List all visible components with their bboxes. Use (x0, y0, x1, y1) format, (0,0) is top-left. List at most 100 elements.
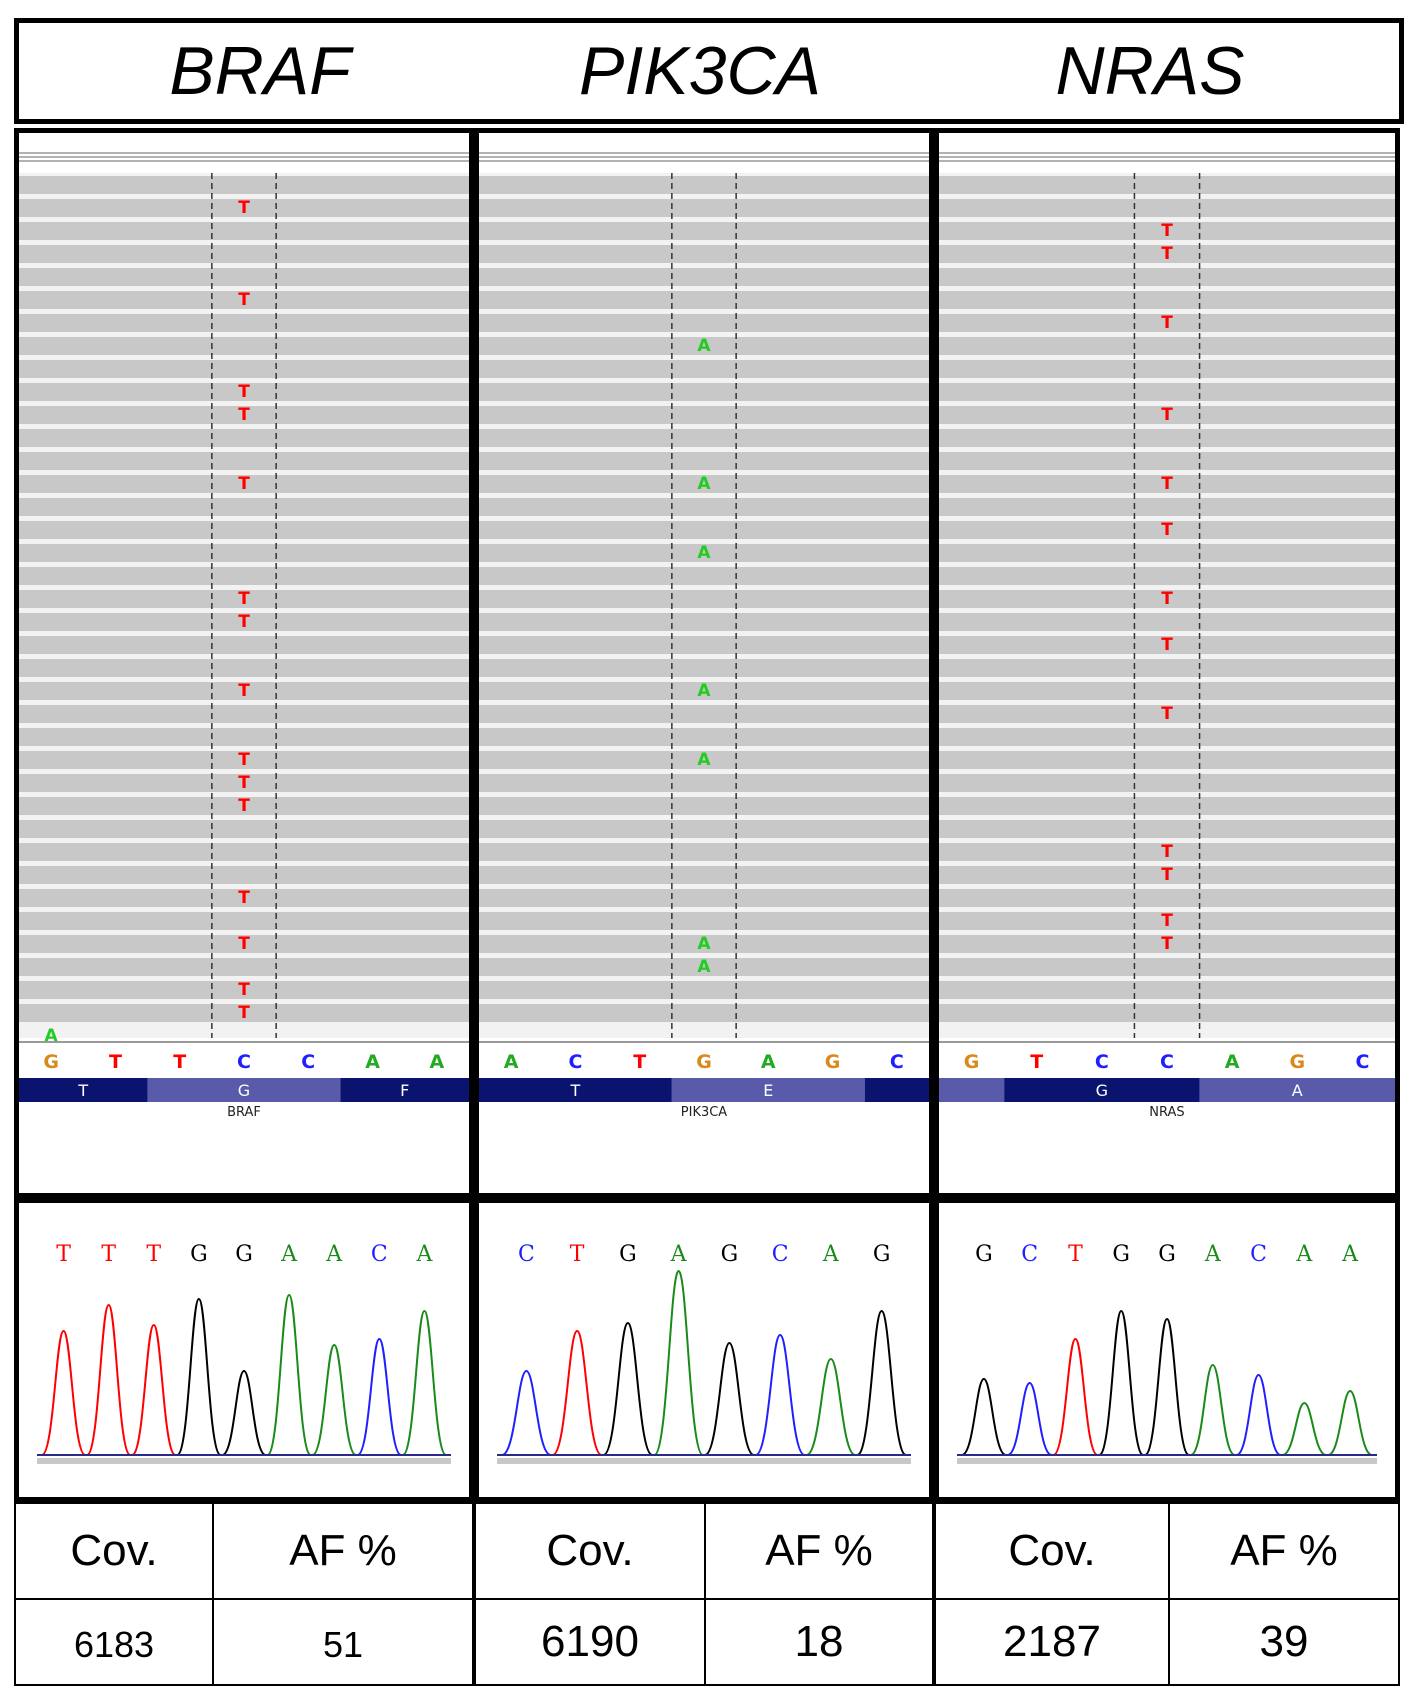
read-row (19, 567, 469, 585)
af-value: 18 (794, 1617, 844, 1666)
read-row (19, 981, 469, 999)
read-row (939, 958, 1395, 976)
trace-peak (131, 1323, 177, 1456)
read-row (479, 521, 929, 539)
trace-base: G (975, 1242, 993, 1267)
variant-base: A (697, 474, 711, 494)
trace-base: G (721, 1242, 739, 1267)
read-row (19, 452, 469, 470)
variant-base: T (238, 773, 250, 793)
gene-track-label: PIK3CA (681, 1105, 728, 1120)
amino-segment (19, 1078, 148, 1102)
read-row (939, 774, 1395, 792)
trace-base: A (1204, 1242, 1222, 1267)
amino-segment (1199, 1078, 1395, 1102)
trace-peak (961, 1377, 1007, 1456)
stats-table-pik3ca: Cov. AF % 6190 18 (474, 1502, 934, 1686)
trace-peak (86, 1303, 132, 1456)
read-row (939, 820, 1395, 838)
cov-header: Cov. (1008, 1526, 1096, 1575)
trace-peak (653, 1269, 704, 1456)
igv-panel-pik3ca: A A A A A A A A C T G A G C T E PIK3CA (474, 128, 934, 1198)
amino-segment (864, 1078, 929, 1102)
variant-base: T (1161, 635, 1173, 655)
read-row (479, 475, 929, 493)
ref-base: T (109, 1051, 122, 1073)
read-row (19, 751, 469, 769)
amino-segment (1004, 1078, 1200, 1102)
amino-segment (147, 1078, 341, 1102)
gene-title-pik3ca: PIK3CA (579, 33, 821, 109)
variant-base: T (1161, 704, 1173, 724)
read-row (939, 498, 1395, 516)
trace-base: A (1341, 1242, 1359, 1267)
ref-base: A (761, 1051, 776, 1073)
trace-base: G (235, 1242, 253, 1267)
read-row (19, 406, 469, 424)
amino-label: A (1292, 1081, 1303, 1100)
read-row (19, 337, 469, 355)
variant-base: T (238, 1003, 250, 1023)
trace-peak (1007, 1381, 1053, 1456)
read-row (939, 429, 1395, 447)
variant-base: T (238, 405, 250, 425)
trace-base: C (518, 1242, 535, 1267)
gene-track-label: BRAF (227, 1105, 261, 1120)
trace-peak (1144, 1317, 1190, 1456)
af-header: AF % (1230, 1526, 1338, 1575)
amino-label: E (763, 1081, 773, 1100)
trace-base: C (1250, 1242, 1267, 1267)
read-row (19, 866, 469, 884)
read-row (939, 889, 1395, 907)
ref-base: C (1095, 1051, 1109, 1073)
read-row (19, 705, 469, 723)
variant-base: T (238, 382, 250, 402)
trace-base: T (570, 1242, 585, 1267)
variant-base: A (697, 543, 711, 563)
read-row (939, 337, 1395, 355)
trace-peak (266, 1293, 312, 1456)
variant-base: T (1161, 221, 1173, 241)
trace-peak (1236, 1373, 1282, 1456)
read-row (939, 291, 1395, 309)
read-row (939, 981, 1395, 999)
read-row (19, 268, 469, 286)
read-row (479, 751, 929, 769)
read-row (479, 728, 929, 746)
read-row (19, 429, 469, 447)
read-row (19, 820, 469, 838)
variant-base: A (697, 681, 711, 701)
trace-base: C (772, 1242, 789, 1267)
cov-header: Cov. (70, 1526, 158, 1575)
read-row (939, 935, 1395, 953)
read-row (19, 590, 469, 608)
amino-segment (671, 1078, 865, 1102)
read-row (939, 521, 1395, 539)
read-row (19, 544, 469, 562)
read-row (19, 889, 469, 907)
ref-base: C (1160, 1051, 1174, 1073)
ref-base: A (504, 1051, 519, 1073)
gene-title-braf: BRAF (169, 33, 351, 109)
stats-table-braf: Cov. AF % 6183 51 (14, 1502, 474, 1686)
trace-peak (221, 1369, 267, 1456)
ref-base: T (1030, 1051, 1043, 1073)
variant-base: A (697, 750, 711, 770)
variant-base: T (238, 796, 250, 816)
read-row (19, 935, 469, 953)
variant-base: T (238, 750, 250, 770)
ref-base: G (43, 1051, 59, 1073)
variant-base: T (238, 198, 250, 218)
read-row (19, 843, 469, 861)
read-row (479, 774, 929, 792)
read-row (19, 383, 469, 401)
af-header: AF % (289, 1526, 397, 1575)
variant-base: T (238, 474, 250, 494)
read-row (19, 958, 469, 976)
trace-base: G (1112, 1242, 1130, 1267)
trace-scale-bar (37, 1458, 451, 1464)
trace-base: A (280, 1242, 298, 1267)
